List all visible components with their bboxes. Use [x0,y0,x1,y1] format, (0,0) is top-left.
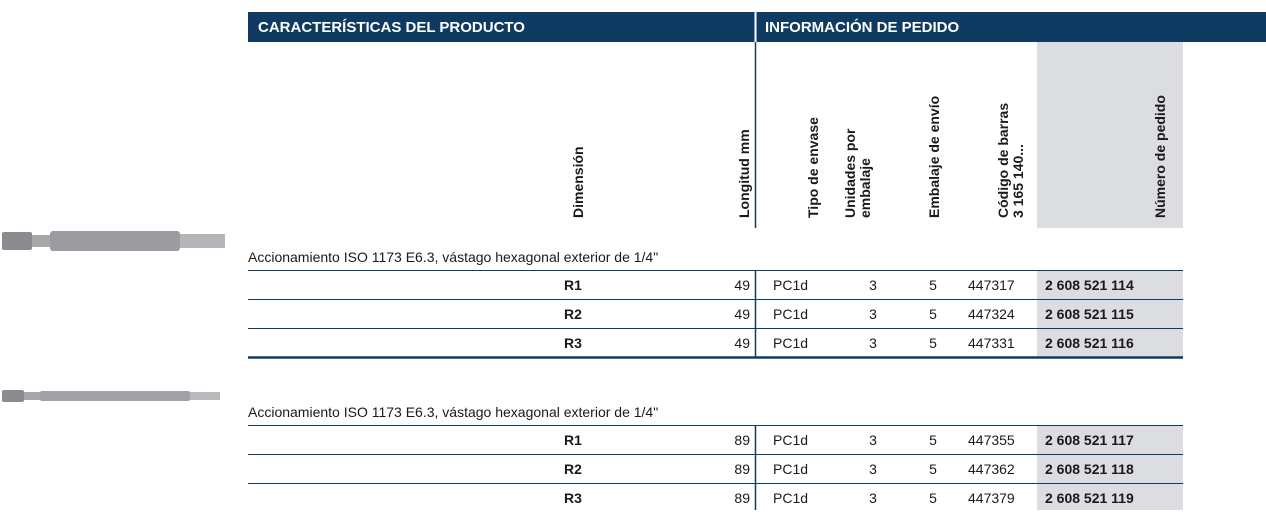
order-cell-bg [1037,271,1183,299]
cell-text: 2 608 521 118 [1045,461,1134,477]
cell-text: 89 [734,461,750,477]
column-header: 3 165 140... [1010,144,1026,218]
cell-text: 2 608 521 117 [1045,432,1134,448]
bit-image [2,231,225,251]
cell-text: R3 [564,490,582,506]
cell-text: 5 [929,461,937,477]
section-title: INFORMACIÓN DE PEDIDO [765,18,960,36]
header-bar [248,12,1266,42]
cell-text: 447355 [968,432,1015,448]
cell-text: PC1d [773,490,808,506]
cell-text: 49 [734,335,750,351]
cell-text: PC1d [773,461,808,477]
cell-text: 447362 [968,461,1015,477]
cell-text: PC1d [773,277,808,293]
bit-image [2,390,220,402]
cell-text: 3 [869,277,877,293]
cell-text: 89 [734,432,750,448]
column-header: Embalaje de envío [926,96,942,218]
cell-text: R1 [564,432,582,448]
cell-text: R2 [564,306,582,322]
order-column-bg [1037,42,1183,228]
order-cell-bg [1037,484,1183,512]
group-caption: Accionamiento ISO 1173 E6.3, vástago hex… [248,249,658,265]
cell-text: 3 [869,461,877,477]
cell-text: 2 608 521 114 [1045,277,1134,293]
order-cell-bg [1037,300,1183,328]
column-header: Dimensión [570,146,586,218]
group-caption: Accionamiento ISO 1173 E6.3, vástago hex… [248,404,658,420]
cell-text: 2 608 521 115 [1045,306,1134,322]
cell-text: 447324 [968,306,1015,322]
cell-text: 447331 [968,335,1015,351]
order-cell-bg [1037,455,1183,483]
cell-text: 49 [734,277,750,293]
cell-text: 447379 [968,490,1015,506]
column-header: Código de barras [995,103,1011,218]
cell-text: PC1d [773,432,808,448]
cell-text: 3 [869,306,877,322]
cell-text: R2 [564,461,582,477]
column-header: Número de pedido [1152,95,1168,218]
order-cell-bg [1037,426,1183,454]
cell-text: R3 [564,335,582,351]
cell-text: 3 [869,432,877,448]
cell-text: 2 608 521 116 [1045,335,1134,351]
column-header: embalaje [857,158,873,218]
cell-text: 5 [929,490,937,506]
cell-text: 2 608 521 119 [1045,490,1134,506]
column-header: Tipo de envase [805,117,821,218]
column-header: Longitud mm [736,129,752,218]
cell-text: 89 [734,490,750,506]
cell-text: R1 [564,277,582,293]
cell-text: PC1d [773,306,808,322]
cell-text: 5 [929,432,937,448]
column-header: Unidades por [842,128,858,218]
cell-text: 5 [929,277,937,293]
cell-text: 3 [869,490,877,506]
cell-text: 3 [869,335,877,351]
cell-text: 5 [929,335,937,351]
order-cell-bg [1037,329,1183,357]
cell-text: 447317 [968,277,1015,293]
cell-text: 49 [734,306,750,322]
section-title: CARACTERÍSTICAS DEL PRODUCTO [258,19,525,36]
cell-text: PC1d [773,335,808,351]
cell-text: 5 [929,306,937,322]
